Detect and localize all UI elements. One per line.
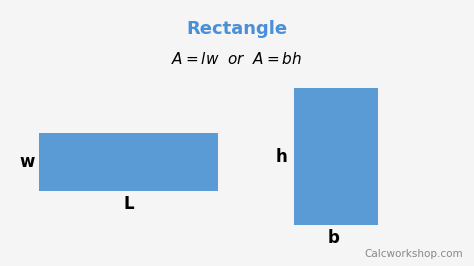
Text: Calcworkshop.com: Calcworkshop.com <box>365 249 463 259</box>
Text: b: b <box>328 229 339 247</box>
FancyBboxPatch shape <box>39 133 218 191</box>
Text: Rectangle: Rectangle <box>186 20 288 38</box>
Text: h: h <box>276 148 288 166</box>
FancyBboxPatch shape <box>293 88 378 225</box>
Text: L: L <box>123 195 134 213</box>
Text: w: w <box>19 153 35 171</box>
Text: $A = lw$  $or$  $A = bh$: $A = lw$ $or$ $A = bh$ <box>172 51 302 67</box>
